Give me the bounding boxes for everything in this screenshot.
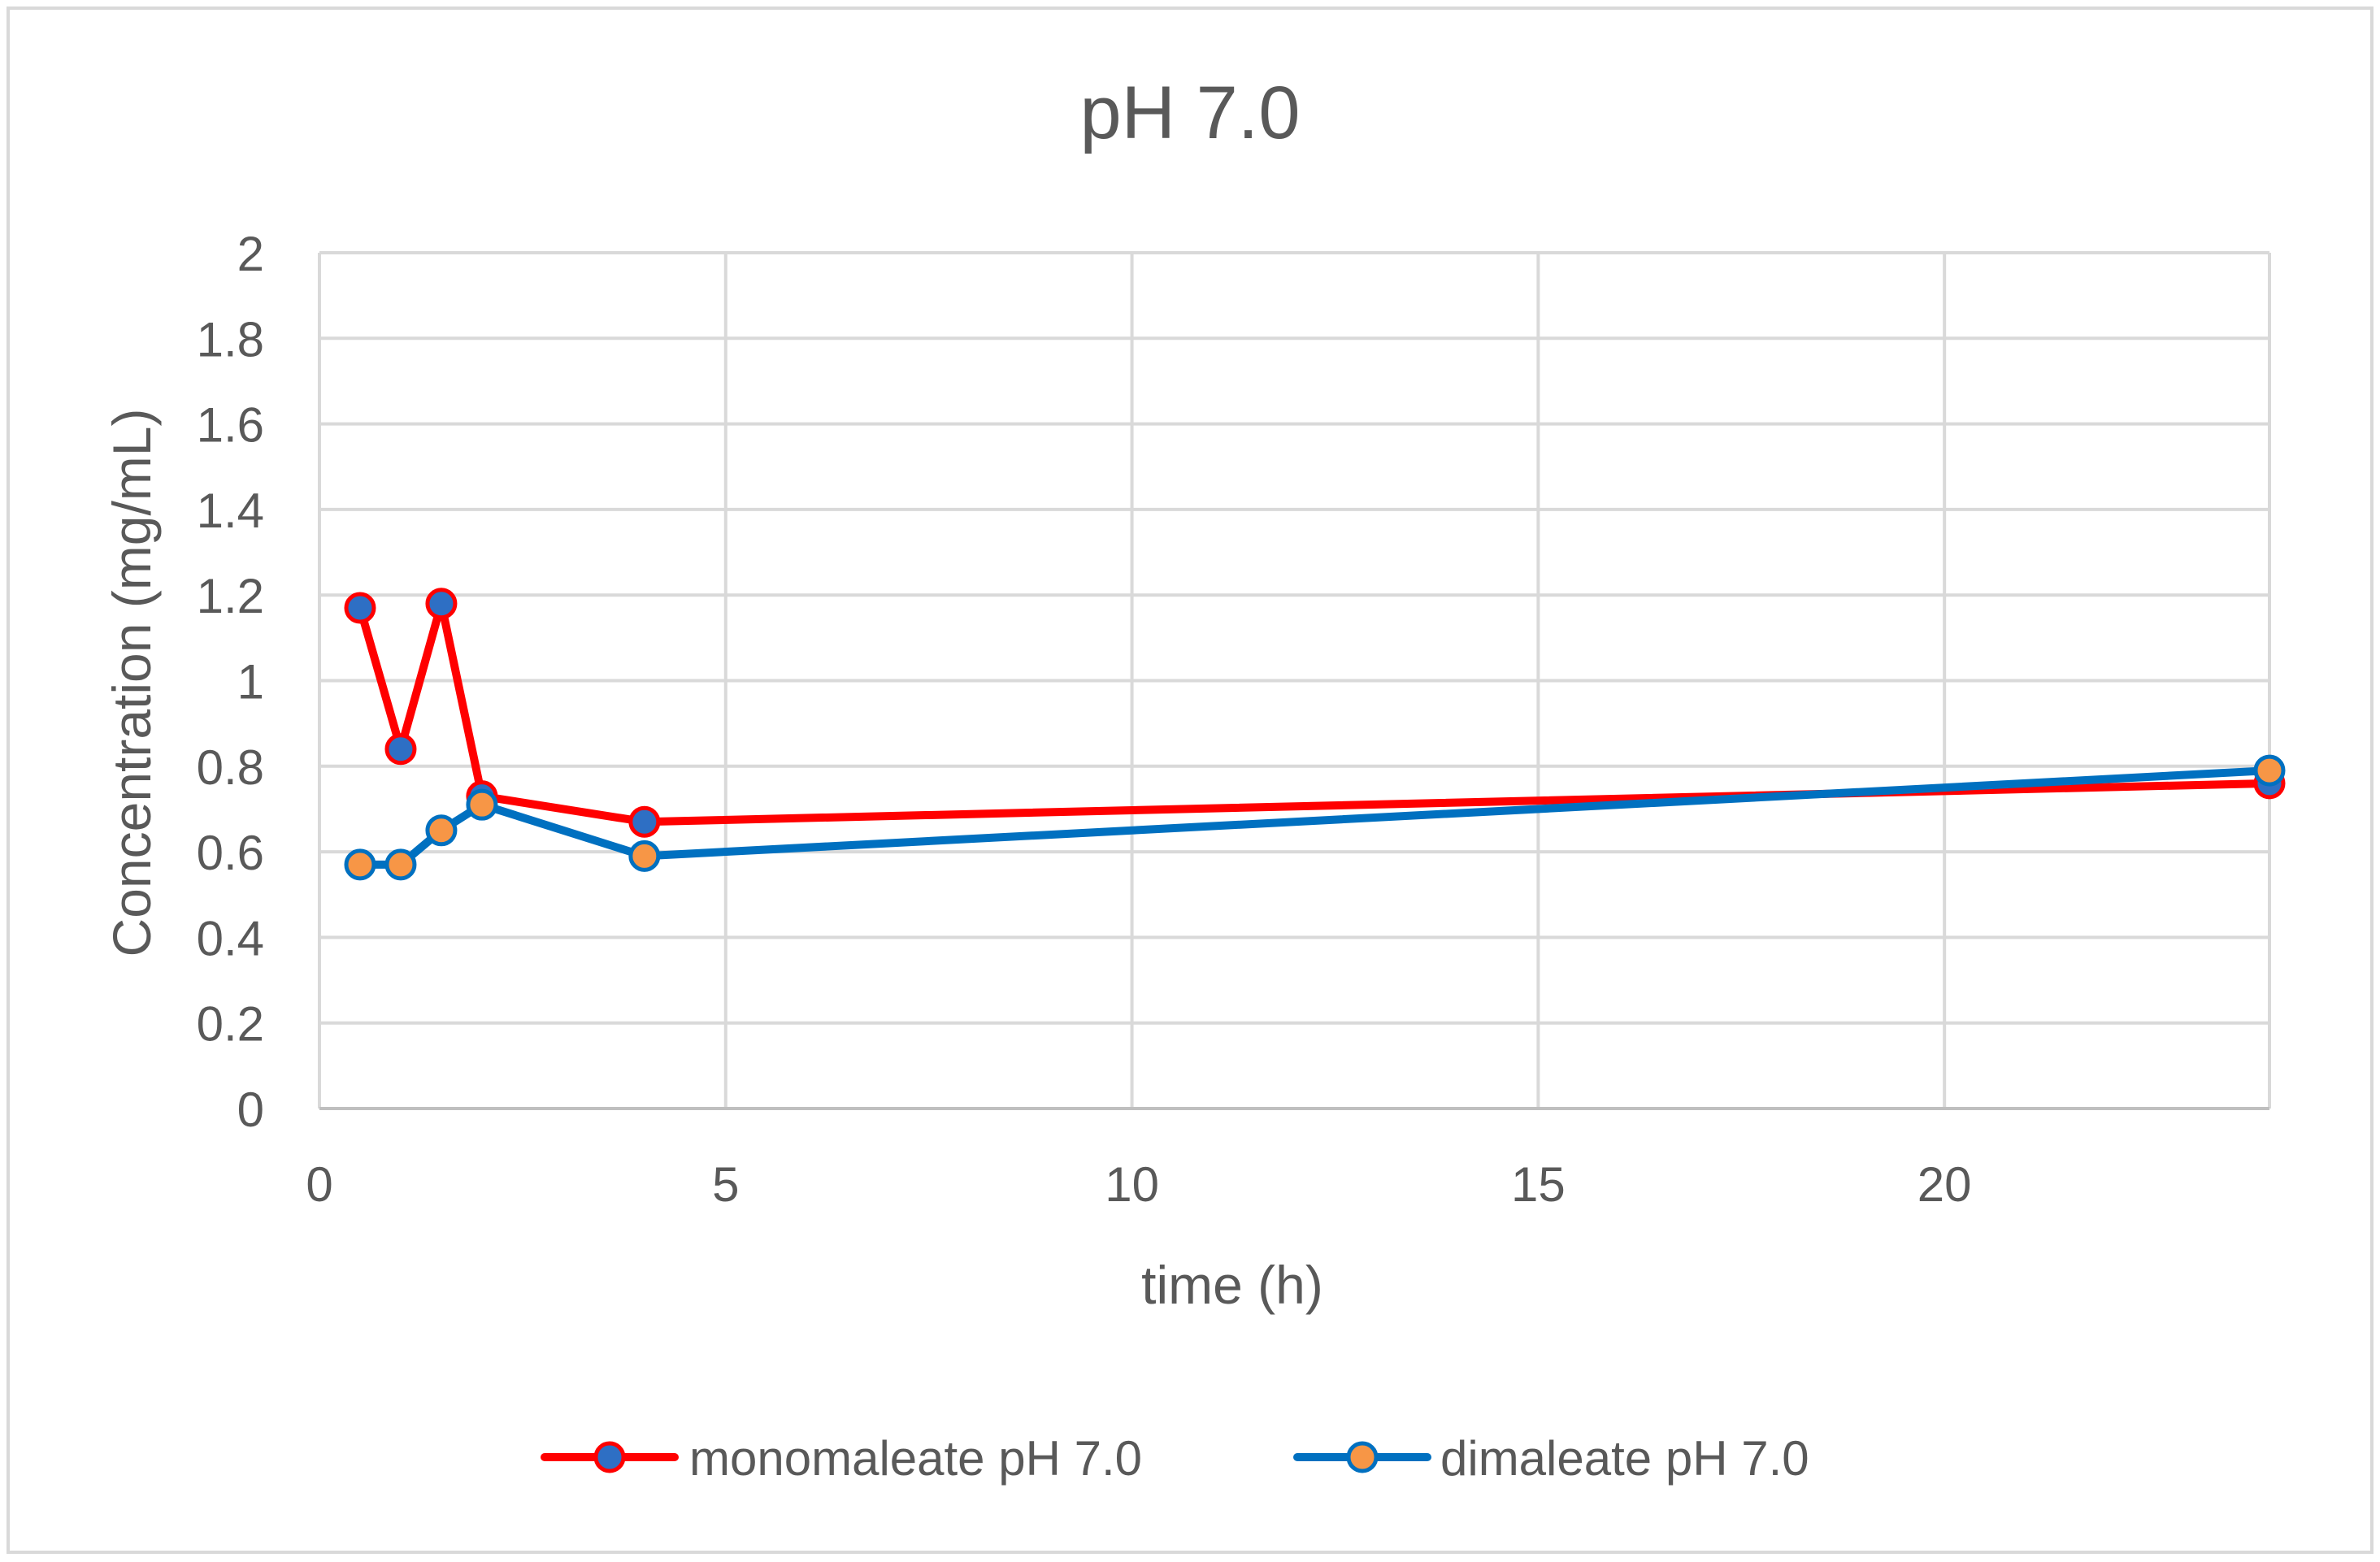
y-tick-label: 0.8 [197,740,264,795]
series-1-markers [344,588,2286,838]
y-tick-label: 0.4 [197,911,264,965]
y-axis-label: Concentration (mg/mL) [102,409,162,957]
series-line [355,599,2274,827]
y-tick-label: 0 [237,1083,264,1137]
axes [318,253,2269,1110]
y-tick-label: 0.6 [197,826,264,880]
y-tick-label: 1.6 [197,398,264,453]
x-tick-label: 20 [1917,1157,1972,1212]
data-point [384,733,417,766]
legend-marker [1346,1441,1379,1473]
chart-border [7,7,2373,1554]
x-tick-label: 10 [1105,1157,1159,1212]
y-tick-label: 1.2 [197,569,264,623]
y-tick-label: 1 [237,655,264,709]
x-tick-label: 0 [306,1157,332,1212]
legend: monomaleate pH 7.0 dimaleate pH 7.0 [541,1431,1809,1486]
legend-item: monomaleate pH 7.0 [541,1431,1142,1486]
x-axis-tick-labels: 0 5 10 15 20 [306,1157,1971,1212]
x-tick-label: 15 [1511,1157,1566,1212]
gridlines [319,251,2271,1109]
y-tick-label: 0.2 [197,997,264,1052]
y-tick-label: 1.8 [197,312,264,367]
y-axis-tick-labels: 0 0.2 0.4 0.6 0.8 1 1.2 1.4 1.6 1.8 2 [197,227,264,1137]
data-point [344,592,376,624]
y-tick-label: 1.4 [197,484,264,538]
x-axis-label: time (h) [1141,1255,1323,1315]
data-point [344,848,376,881]
data-point [384,848,417,881]
series-layer [344,588,2286,881]
data-point [2253,754,2286,787]
data-point [628,805,661,838]
data-point [425,814,458,847]
legend-item: dimaleate pH 7.0 [1293,1431,1809,1486]
x-tick-label: 5 [712,1157,739,1212]
chart-title: pH 7.0 [1079,72,1300,154]
data-point [628,840,661,872]
legend-marker [593,1441,626,1473]
data-point [425,588,458,620]
series-2-markers [344,754,2286,881]
legend-label: monomaleate pH 7.0 [689,1431,1142,1486]
legend-label: dimaleate pH 7.0 [1440,1431,1809,1486]
data-point [466,788,498,821]
series-1 [355,599,2274,827]
y-tick-label: 2 [237,227,264,281]
